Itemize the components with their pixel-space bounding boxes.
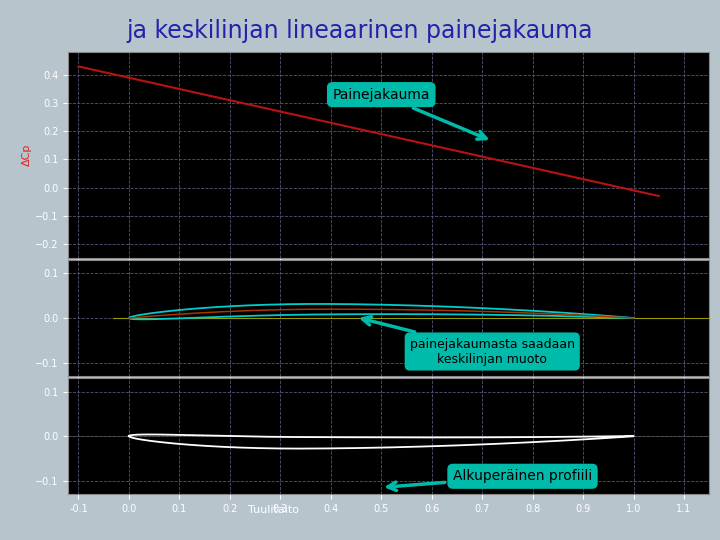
Text: painejakaumasta saadaan
keskilinjan muoto: painejakaumasta saadaan keskilinjan muot… bbox=[362, 317, 575, 366]
Text: ja keskilinjan lineaarinen painejakauma: ja keskilinjan lineaarinen painejakauma bbox=[127, 19, 593, 43]
Text: Tuulitaito: Tuulitaito bbox=[248, 505, 299, 515]
Y-axis label: ΔCp: ΔCp bbox=[22, 144, 32, 166]
Text: Painejakauma: Painejakauma bbox=[333, 87, 486, 139]
Text: Alkuperäinen profiili: Alkuperäinen profiili bbox=[388, 469, 592, 490]
